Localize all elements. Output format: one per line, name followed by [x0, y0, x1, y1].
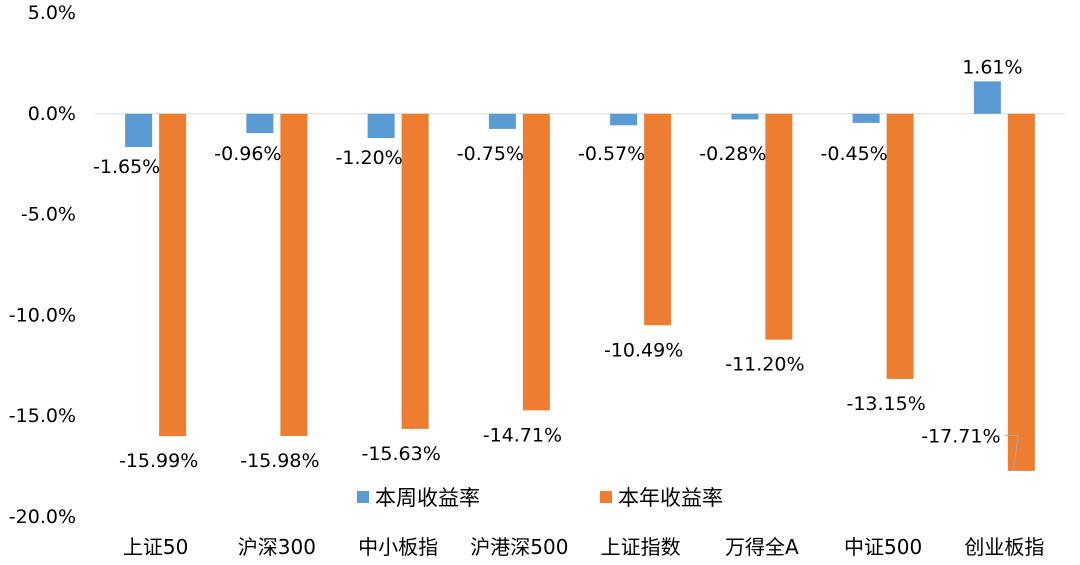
x-category-label: 上证指数 — [601, 535, 681, 559]
bar-ytd — [644, 113, 672, 326]
data-label-ytd: -15.98% — [240, 450, 319, 472]
data-label-ytd: -14.71% — [483, 424, 562, 446]
bar-ytd — [280, 113, 308, 436]
bar-ytd — [522, 113, 550, 411]
x-category-label: 创业板指 — [964, 535, 1044, 559]
data-label-weekly: -0.28% — [699, 143, 766, 165]
data-label-weekly: 1.61% — [962, 56, 1022, 78]
y-tick-label: -15.0% — [9, 405, 76, 427]
data-label-weekly: -0.75% — [457, 143, 524, 165]
data-label-ytd: -15.63% — [361, 443, 440, 465]
bar-weekly — [125, 113, 153, 148]
x-category-label: 中证500 — [844, 535, 922, 559]
legend-item-weekly: 本周收益率 — [357, 482, 480, 512]
bar-weekly — [852, 113, 880, 123]
bar-weekly — [246, 113, 274, 134]
bar-ytd — [886, 113, 914, 379]
legend-swatch-weekly — [357, 491, 369, 503]
bar-weekly — [610, 113, 638, 126]
data-labels: -1.65% -15.99% -0.96% -15.98% -1.20% -15.63% -… — [93, 56, 1023, 472]
x-category-label: 沪深300 — [238, 535, 316, 559]
bar-weekly — [731, 113, 759, 120]
data-label-weekly: -1.65% — [93, 156, 160, 178]
y-tick-label: 0.0% — [28, 103, 76, 125]
bar-ytd — [401, 113, 429, 429]
bars — [125, 81, 1035, 471]
data-label-ytd: -10.49% — [604, 339, 683, 361]
legend: 本周收益率 本年收益率 — [0, 482, 1080, 512]
data-label-leader-line — [1004, 434, 1019, 469]
y-tick-label: -10.0% — [9, 304, 76, 326]
x-category-label: 上证50 — [123, 535, 188, 559]
y-tick-label: -20.0% — [9, 506, 76, 528]
data-label-ytd: -15.99% — [119, 450, 198, 472]
bar-weekly — [367, 113, 395, 138]
data-label-ytd: -17.71% — [921, 425, 1000, 447]
data-label-weekly: -0.96% — [214, 143, 281, 165]
x-category-label: 万得全A — [725, 535, 799, 559]
bar-weekly — [488, 113, 516, 129]
data-label-weekly: -0.57% — [578, 143, 645, 165]
y-tick-label: -5.0% — [21, 204, 76, 226]
bar-ytd — [765, 113, 793, 340]
data-label-weekly: -1.20% — [336, 147, 403, 169]
x-category-label: 沪港深500 — [470, 535, 568, 559]
bar-ytd — [1007, 113, 1035, 471]
bar-weekly — [973, 81, 1001, 114]
data-label-weekly: -0.45% — [821, 143, 888, 165]
data-label-ytd: -11.20% — [725, 354, 804, 376]
legend-swatch-ytd — [600, 491, 612, 503]
x-axis: 上证50 沪深300 中小板指 沪港深500 上证指数 万得全A 中证500 创业板指 — [123, 535, 1044, 559]
legend-label-ytd: 本年收益率 — [618, 486, 723, 510]
legend-item-ytd: 本年收益率 — [600, 482, 723, 512]
x-category-label: 中小板指 — [358, 535, 438, 559]
legend-label-weekly: 本周收益率 — [375, 486, 480, 510]
data-label-ytd: -13.15% — [846, 393, 925, 415]
y-tick-label: 5.0% — [28, 2, 76, 24]
y-axis: 5.0% 0.0% -5.0% -10.0% -15.0% -20.0% — [9, 2, 76, 528]
bar-ytd — [159, 113, 187, 437]
